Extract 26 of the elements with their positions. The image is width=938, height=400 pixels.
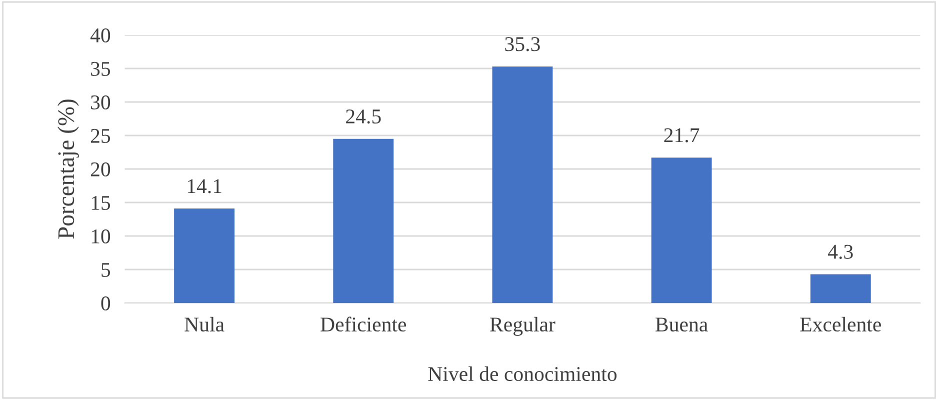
y-tick-label: 10 — [92, 229, 110, 244]
y-axis-title: Porcentaje (%) — [58, 100, 79, 239]
data-label: 14.1 — [188, 179, 222, 194]
bar — [333, 138, 394, 303]
x-tick-label: Deficiente — [320, 316, 406, 332]
x-tick-label: Regular — [490, 316, 556, 336]
data-label: 35.3 — [505, 37, 540, 52]
x-tick-label: Nula — [184, 316, 224, 332]
y-tick-label: 30 — [91, 95, 110, 110]
data-label: 4.3 — [828, 244, 853, 259]
x-tick-label: Buena — [656, 318, 708, 332]
data-label: 24.5 — [346, 110, 381, 124]
bar — [651, 158, 712, 303]
bar — [174, 208, 235, 303]
data-label: 21.7 — [664, 128, 700, 142]
bar — [810, 274, 871, 303]
y-tick-label: 20 — [90, 162, 110, 176]
y-tick-label: 5 — [102, 263, 110, 277]
bar — [492, 66, 553, 303]
y-tick-label: 0 — [101, 296, 110, 310]
y-tick-label: 15 — [92, 196, 110, 210]
x-axis-title: Nivel de conocimiento — [428, 366, 617, 382]
x-tick-label: Excelente — [800, 316, 881, 332]
y-tick-label: 35 — [91, 62, 110, 76]
y-tick-label: 25 — [90, 128, 110, 143]
y-tick-label: 40 — [90, 28, 110, 42]
